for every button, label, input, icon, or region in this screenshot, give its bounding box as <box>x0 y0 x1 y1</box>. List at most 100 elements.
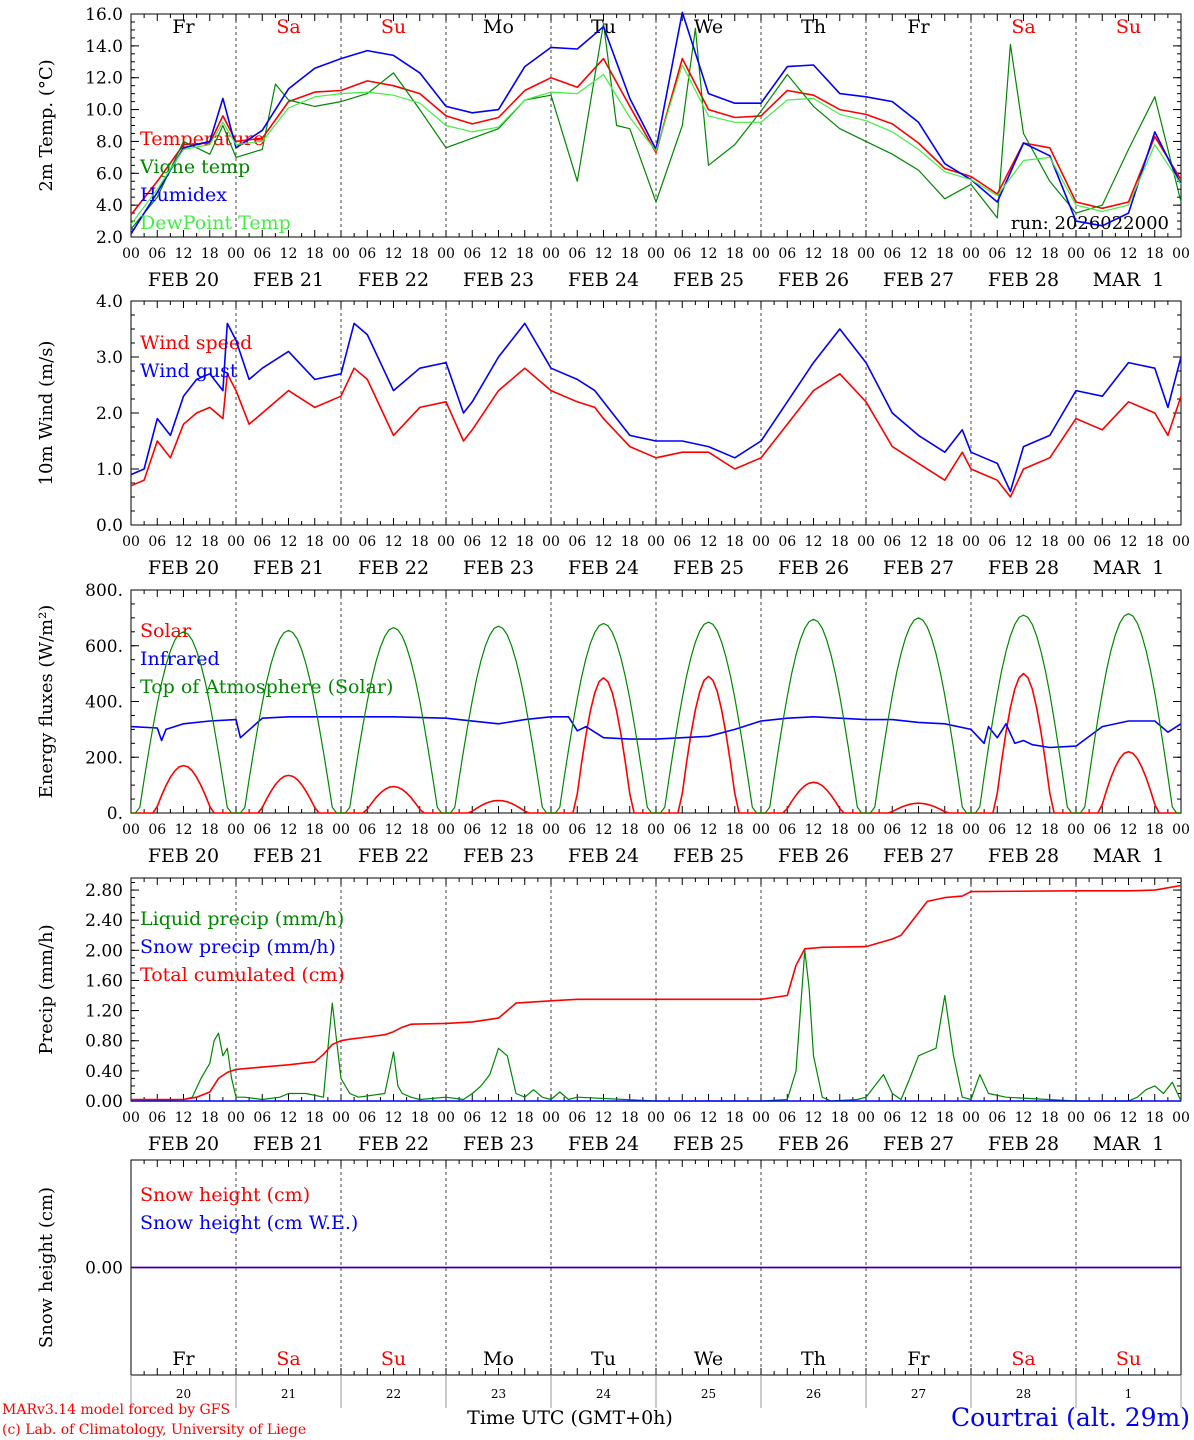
hour-label: 12 <box>1015 246 1033 262</box>
date-label: FEB 26 <box>778 845 849 867</box>
hour-label: 06 <box>463 822 481 838</box>
hour-label: 18 <box>201 1110 219 1126</box>
hour-label: 00 <box>962 822 980 838</box>
weekday-label: Sa <box>1011 1348 1035 1370</box>
hour-label: 12 <box>595 822 613 838</box>
hour-label: 00 <box>332 1110 350 1126</box>
hour-label: 06 <box>988 822 1006 838</box>
day-number: 23 <box>491 1387 506 1401</box>
y-tick-label: 4.0 <box>96 292 123 312</box>
series-temperature <box>130 57 1182 216</box>
hour-label: 06 <box>463 1110 481 1126</box>
weekday-label: Tu <box>591 1348 616 1370</box>
date-label: FEB 24 <box>568 845 639 867</box>
hour-label: 06 <box>1093 1110 1111 1126</box>
hour-label: 18 <box>726 534 744 550</box>
hour-label: 18 <box>726 822 744 838</box>
hour-label: 00 <box>752 246 770 262</box>
snow-panel: 0.00 Snow height (cm) Snow height (cm) Snow… <box>36 1159 1182 1408</box>
hour-label: 00 <box>542 1110 560 1126</box>
hour-label: 06 <box>883 246 901 262</box>
y-tick-label: 200. <box>85 748 123 768</box>
y-tick-label: 2.00 <box>85 941 123 961</box>
series-liquid-precip-mm-h- <box>130 949 1182 1102</box>
date-label: FEB 26 <box>778 557 849 579</box>
hour-label: 18 <box>516 1110 534 1126</box>
hour-label: 00 <box>647 534 665 550</box>
hour-label: 06 <box>778 1110 796 1126</box>
hour-label: 00 <box>122 534 140 550</box>
hour-label: 06 <box>148 822 166 838</box>
hour-label: 00 <box>122 822 140 838</box>
hour-label: 06 <box>148 246 166 262</box>
hour-label: 06 <box>1093 246 1111 262</box>
date-label: FEB 20 <box>148 1133 219 1155</box>
temperature-panel: 2.0 4.0 6.0 8.0 10.0 12.0 14.0 16.0 2m Temp. (°C… <box>36 5 1190 291</box>
hour-label: 00 <box>122 246 140 262</box>
hour-label: 18 <box>621 822 639 838</box>
day-number: 1 <box>1125 1387 1133 1401</box>
hour-label: 18 <box>516 822 534 838</box>
date-label: FEB 21 <box>253 557 324 579</box>
hour-label: 12 <box>910 822 928 838</box>
date-label: MAR 1 <box>1093 557 1165 579</box>
date-label: FEB 22 <box>358 557 429 579</box>
hour-label: 00 <box>437 822 455 838</box>
weekday-label: Sa <box>1011 16 1035 38</box>
hour-label: 18 <box>1146 246 1164 262</box>
legend-entry: Liquid precip (mm/h) <box>140 908 344 930</box>
hour-label: 12 <box>1120 822 1138 838</box>
hour-label: 06 <box>358 822 376 838</box>
hour-label: 12 <box>490 534 508 550</box>
hour-label: 18 <box>621 1110 639 1126</box>
hour-label: 12 <box>805 534 823 550</box>
hour-label: 12 <box>910 534 928 550</box>
hour-label: 00 <box>122 1110 140 1126</box>
y-tick-label: 0.80 <box>85 1032 123 1052</box>
snow-y-label: Snow height (cm) <box>36 1187 57 1348</box>
hour-label: 00 <box>1067 534 1085 550</box>
date-label: FEB 21 <box>253 845 324 867</box>
y-tick-label: 0.0 <box>96 516 123 536</box>
weekday-label: Su <box>1116 1348 1141 1370</box>
hour-label: 12 <box>385 246 403 262</box>
hour-label: 18 <box>936 1110 954 1126</box>
weekday-label: Fr <box>907 1348 930 1370</box>
hour-label: 06 <box>463 534 481 550</box>
hour-label: 00 <box>752 822 770 838</box>
y-tick-label: 2.0 <box>96 404 123 424</box>
legend-entry: Vigne temp <box>139 156 250 178</box>
hour-label: 06 <box>1093 822 1111 838</box>
weekday-label: Th <box>801 16 826 38</box>
hour-label: 18 <box>831 822 849 838</box>
hour-label: 18 <box>201 534 219 550</box>
day-number: 22 <box>386 1387 401 1401</box>
y-tick-label: 4.0 <box>96 196 123 216</box>
date-label: FEB 24 <box>568 1133 639 1155</box>
date-label: FEB 22 <box>358 269 429 291</box>
y-tick-label: 2.80 <box>85 881 123 901</box>
date-label: FEB 21 <box>253 1133 324 1155</box>
hour-label: 00 <box>437 246 455 262</box>
hour-label: 06 <box>883 1110 901 1126</box>
y-tick-label: 800. <box>85 581 123 601</box>
date-label: FEB 20 <box>148 845 219 867</box>
y-tick-label: 2.40 <box>85 911 123 931</box>
hour-label: 18 <box>516 534 534 550</box>
hour-label: 18 <box>201 822 219 838</box>
legend-entry: Temperature <box>140 128 264 150</box>
hour-label: 06 <box>673 246 691 262</box>
hour-label: 00 <box>332 822 350 838</box>
hour-label: 00 <box>332 246 350 262</box>
hour-label: 12 <box>385 1110 403 1126</box>
series-vigne-temp <box>130 23 1182 230</box>
hour-label: 00 <box>857 822 875 838</box>
date-label: FEB 28 <box>988 1133 1059 1155</box>
hour-label: 00 <box>227 1110 245 1126</box>
y-tick-label: 0.40 <box>85 1062 123 1082</box>
hour-label: 18 <box>621 534 639 550</box>
hour-label: 12 <box>175 822 193 838</box>
hour-label: 18 <box>1146 822 1164 838</box>
date-label: FEB 26 <box>778 1133 849 1155</box>
hour-label: 12 <box>700 1110 718 1126</box>
